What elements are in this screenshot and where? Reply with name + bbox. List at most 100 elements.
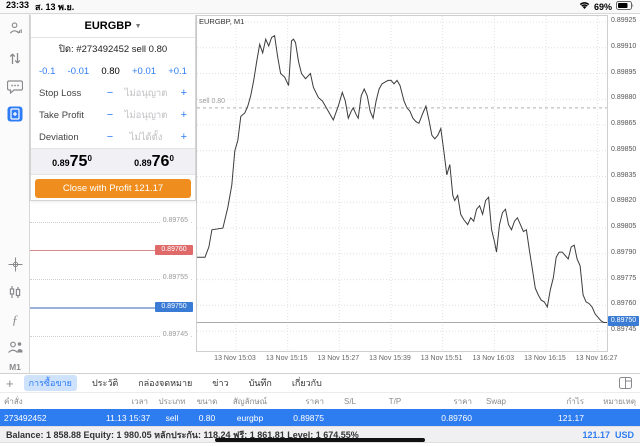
decrement-button[interactable]: − [106, 87, 114, 99]
bid-line [30, 307, 156, 310]
time-tick-label: 13 Nov 15:03 [214, 355, 256, 362]
time-tick-label: 13 Nov 16:27 [575, 355, 618, 362]
order-field-take-profit: Take Profit − ไม่อนุญาต + [31, 104, 195, 126]
col-header: เวลา [131, 396, 148, 406]
total-profit: 121.17 USD [582, 429, 634, 440]
level-price-label: 0.89755 [160, 273, 190, 281]
tab-5[interactable]: บันทึก [248, 378, 272, 388]
tick-chart-panel[interactable]: 0.89765 0.89760 0.89755 0.89750 0.89745 [30, 201, 196, 373]
price-tick-label: 0.89925 [611, 17, 637, 24]
cell: eurgbp [236, 412, 264, 423]
updown-arrows-icon[interactable] [0, 48, 30, 68]
quotes-icon[interactable] [0, 18, 30, 38]
time-tick-label: 13 Nov 16:15 [524, 355, 566, 362]
increment-button[interactable]: + [180, 131, 187, 143]
time-tick-label: 13 Nov 15:39 [369, 355, 411, 362]
price-tick-label: 0.89745 [611, 326, 637, 334]
wifi-icon [579, 1, 590, 12]
decrement-button[interactable]: − [106, 131, 114, 143]
volume-dec-small-button[interactable]: -0.01 [67, 65, 90, 77]
level-price-label: 0.89745 [160, 330, 190, 338]
close-with-profit-button[interactable]: Close with Profit 121.17 [35, 179, 191, 198]
indicators-icon[interactable]: ƒ [11, 312, 19, 327]
position-row[interactable]: 273492452 11.13 15:37 sell 0.80 eurgbp 0.8987… [0, 409, 640, 426]
increment-button[interactable]: + [180, 87, 187, 99]
order-field-deviation: Deviation − ไม่ได้ตั้ง + [31, 126, 195, 148]
symbol-name: EURGBP [84, 20, 132, 32]
grid-level-line [30, 222, 192, 223]
grid-level-line [30, 278, 192, 280]
clock: 23:33 [6, 0, 30, 10]
price-chart[interactable] [196, 15, 608, 352]
bottom-tab-bar: + การซื้อขาย ประวัติ กล่องจดหมาย ข่าว บันทึก… [0, 374, 640, 392]
order-fields: Stop Loss − ไม่อนุญาต + Take Profit − ไม่อนุญา… [31, 82, 195, 148]
close-order-panel: EURGBP ▼ ปิด: #273492452 sell 0.80 -0.1 … [30, 15, 196, 201]
field-label: Stop Loss [39, 87, 82, 99]
field-label: Take Profit [39, 109, 84, 121]
price-axis: 0.89925 0.89910 0.89895 0.89880 0.89865 0.898… [608, 15, 640, 352]
field-placeholder[interactable]: ไม่อนุญาต [124, 109, 168, 121]
time-tick-label: 13 Nov 16:03 [472, 355, 515, 362]
col-header: หมายเหตุ [603, 396, 636, 406]
battery-percent: 69% [593, 1, 612, 12]
status-bar: 23:33 ส. 13 พ.ย. 69% [0, 0, 640, 14]
price-tick-label: 0.89895 [611, 68, 637, 76]
sell-position-label: sell 0.80 [198, 97, 227, 105]
tab-6[interactable]: เกี่ยวกับ [291, 378, 322, 388]
bid-price-tag: 0.89750 [155, 302, 193, 313]
col-header: ขนาด [196, 396, 218, 406]
volume-inc-big-button[interactable]: +0.1 [168, 65, 187, 77]
field-placeholder[interactable]: ไม่ได้ตั้ง [129, 131, 163, 143]
chevron-down-icon: ▼ [134, 22, 142, 30]
add-order-button[interactable]: + [6, 375, 14, 391]
trade-panel: + การซื้อขาย ประวัติ กล่องจดหมาย ข่าว บันทึก… [0, 373, 640, 447]
price-tick-label: 0.89775 [611, 274, 637, 282]
col-header: T/P [388, 396, 402, 406]
volume-dec-big-button[interactable]: -0.1 [39, 65, 56, 77]
new-order-icon[interactable] [0, 104, 30, 124]
level-price-label: 0.89765 [160, 217, 190, 224]
battery-icon [616, 1, 634, 12]
ask-line [30, 250, 156, 252]
time-tick-label: 13 Nov 15:27 [317, 355, 360, 362]
cell: 0.89875 [293, 412, 324, 423]
decrement-button[interactable]: − [106, 109, 114, 121]
col-header: ประเภท [158, 396, 186, 406]
tab-2[interactable]: ประวัติ [91, 378, 119, 388]
volume-stepper: -0.1 -0.01 0.80 +0.01 +0.1 [31, 60, 195, 82]
tab-3[interactable]: กล่องจดหมาย [138, 378, 193, 388]
volume-inc-small-button[interactable]: +0.01 [132, 65, 157, 77]
cell: 11.13 15:37 [106, 412, 151, 423]
col-header: ราคา [453, 396, 472, 406]
cell: sell [165, 412, 179, 423]
chart-type-icon[interactable] [0, 282, 30, 302]
tab-4[interactable]: ข่าว [212, 378, 229, 388]
symbol-selector[interactable]: EURGBP ▼ [31, 15, 195, 38]
home-indicator[interactable] [215, 438, 425, 442]
col-header: S/L [343, 396, 356, 406]
col-header: คำสั่ง [4, 396, 23, 406]
bid-ask-display: 0.89750 0.89760 [31, 148, 195, 175]
col-header: Swap [485, 396, 506, 406]
price-tick-label: 0.89865 [611, 120, 637, 128]
col-header: ราคา [305, 396, 324, 406]
date: ส. 13 พ.ย. [35, 1, 75, 12]
layout-icon[interactable] [619, 376, 632, 394]
timeframe-button[interactable]: M1 [9, 362, 21, 372]
field-placeholder[interactable]: ไม่อนุญาต [124, 87, 168, 99]
increment-button[interactable]: + [180, 109, 187, 121]
price-tick-label: 0.89835 [611, 171, 637, 179]
col-header: สัญลักษณ์ [232, 396, 268, 406]
crosshair-icon[interactable] [0, 254, 30, 274]
order-field-stop-loss: Stop Loss − ไม่อนุญาต + [31, 82, 195, 104]
field-label: Deviation [39, 131, 79, 143]
balance-line: Balance: 1 858.88 Equity: 1 980.05 หลักป… [6, 429, 359, 440]
price-tick-label: 0.89910 [611, 42, 637, 50]
chat-icon[interactable] [0, 76, 30, 96]
tab-1[interactable]: การซื้อขาย [23, 375, 77, 391]
price-tick-label: 0.89880 [611, 94, 637, 102]
objects-icon[interactable] [0, 337, 30, 357]
cell: 0.89760 [441, 412, 472, 423]
position-summary: ปิด: #273492452 sell 0.80 [58, 43, 168, 55]
current-price-tag: 0.89750 [608, 316, 639, 327]
